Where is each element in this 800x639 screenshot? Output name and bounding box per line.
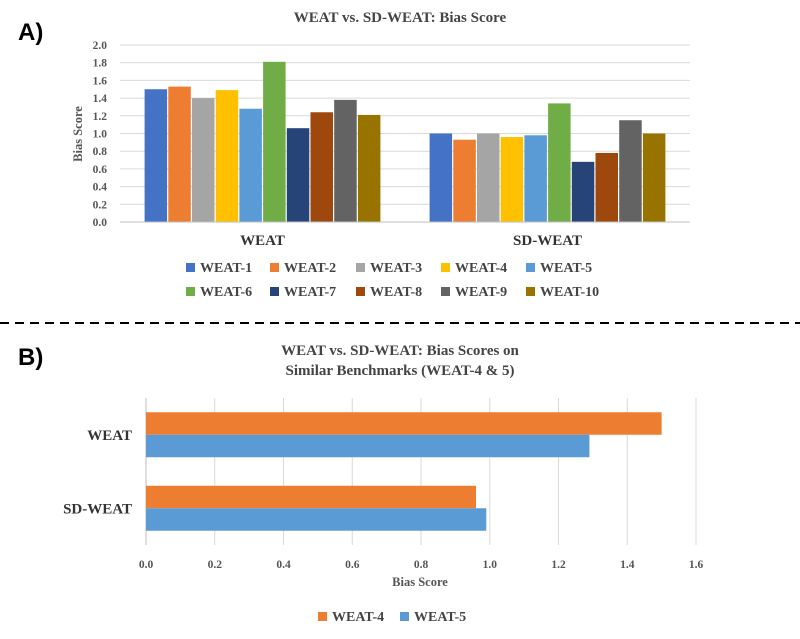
- chart-a-title: WEAT vs. SD-WEAT: Bias Score: [294, 10, 507, 26]
- bar-sd-weat-weat-1: [429, 133, 453, 222]
- chart-b-x-tick-label: 0.0: [139, 559, 154, 571]
- bar-sd-weat-weat-5: [524, 135, 547, 222]
- chart-a-y-tick-label: 1.2: [93, 111, 108, 123]
- legend-swatch-weat-6: [186, 287, 195, 296]
- legend-swatch-weat-2: [270, 263, 279, 272]
- chart-b-x-tick-label: 0.8: [414, 559, 429, 571]
- legend-label-weat-9: WEAT-9: [455, 285, 507, 300]
- panel-a-label: A): [18, 19, 43, 46]
- chart-a-y-tick-label: 0.4: [93, 182, 108, 194]
- chart-a-y-tick-label: 1.0: [93, 129, 108, 141]
- chart-b-category-label: WEAT: [87, 428, 132, 444]
- chart-b-x-ticks: 0.0 0.2 0.4 0.6 0.8 1.0 1.2 1.4 1.6: [139, 559, 704, 571]
- chart-a-y-tick-label: 0.0: [93, 217, 108, 229]
- chart-a-bars: [144, 61, 666, 222]
- chart-a-legend: WEAT-1 WEAT-2 WEAT-3 WEAT-4 WEAT-5 WEAT-6 WEAT…: [186, 261, 599, 300]
- chart-a-y-tick-label: 0.2: [93, 199, 108, 211]
- bar-sd-weat-weat-10: [642, 133, 666, 222]
- legend-label-weat-6: WEAT-6: [200, 285, 252, 300]
- bar-weat-weat-5: [239, 108, 262, 222]
- bar-sd-weat-weat-5: [146, 508, 487, 531]
- legend-label-weat-2: WEAT-2: [284, 261, 336, 276]
- chart-b-x-tick-label: 1.0: [483, 559, 498, 571]
- bar-weat-weat-6: [263, 61, 286, 222]
- chart-b-x-tick-label: 0.6: [345, 559, 360, 571]
- legend-label-b-weat-5: WEAT-5: [414, 610, 466, 625]
- bar-weat-weat-7: [286, 128, 310, 222]
- chart-a-y-tick-label: 0.6: [93, 164, 108, 176]
- chart-a-y-tick-label: 2.0: [93, 40, 108, 52]
- bar-sd-weat-weat-9: [619, 120, 642, 222]
- bar-sd-weat-weat-4: [500, 137, 524, 222]
- chart-b-categories: WEAT SD-WEAT: [63, 428, 132, 518]
- legend-label-weat-7: WEAT-7: [284, 285, 336, 300]
- chart-b-x-tick-label: 1.2: [551, 559, 566, 571]
- chart-a-category-label: WEAT: [240, 233, 285, 249]
- bar-weat-weat-1: [144, 89, 168, 222]
- chart-b-x-tick-label: 1.4: [620, 559, 635, 571]
- legend-label-weat-8: WEAT-8: [370, 285, 422, 300]
- chart-b-title: WEAT vs. SD-WEAT: Bias Scores on: [281, 343, 519, 359]
- bar-weat-weat-10: [357, 114, 381, 222]
- legend-label-b-weat-4: WEAT-4: [332, 610, 384, 625]
- bar-weat-weat-8: [310, 112, 333, 222]
- legend-label-weat-1: WEAT-1: [200, 261, 252, 276]
- legend-swatch-weat-9: [441, 287, 450, 296]
- legend-label-weat-5: WEAT-5: [540, 261, 592, 276]
- chart-b-legend: WEAT-4 WEAT-5: [318, 610, 466, 625]
- chart-a-gridlines: [120, 44, 690, 205]
- legend-swatch-weat-10: [526, 287, 535, 296]
- legend-swatch-weat-3: [356, 263, 365, 272]
- chart-a-y-tick-label: 1.8: [93, 58, 108, 70]
- bar-weat-weat-4: [215, 90, 239, 222]
- chart-b-category-label: SD-WEAT: [63, 501, 132, 517]
- bar-weat-weat-5: [146, 434, 590, 458]
- bar-sd-weat-weat-8: [595, 152, 618, 222]
- chart-a-categories: WEAT SD-WEAT: [240, 233, 582, 249]
- chart-b-x-axis-title: Bias Score: [392, 575, 448, 589]
- bar-weat-weat-3: [192, 98, 215, 222]
- bar-weat-weat-9: [334, 99, 357, 222]
- bar-sd-weat-weat-2: [453, 139, 476, 222]
- chart-a-y-ticks: 0.0 0.2 0.4 0.6 0.8 1.0 1.2 1.4 1.6 1.8 2.0: [93, 40, 108, 229]
- bar-weat-weat-2: [168, 86, 191, 222]
- chart-a-y-tick-label: 1.6: [93, 75, 108, 87]
- legend-swatch-b-weat-5: [400, 612, 409, 621]
- legend-swatch-weat-4: [441, 263, 450, 272]
- chart-a-y-tick-label: 1.4: [93, 93, 108, 105]
- legend-swatch-weat-7: [270, 287, 279, 296]
- legend-swatch-weat-8: [356, 287, 365, 296]
- chart-a-y-axis-title: Bias Score: [71, 106, 85, 162]
- legend-label-weat-10: WEAT-10: [540, 285, 599, 300]
- legend-label-weat-4: WEAT-4: [455, 261, 507, 276]
- bar-sd-weat-weat-6: [548, 103, 571, 222]
- chart-b-x-tick-label: 0.4: [276, 559, 291, 571]
- legend-swatch-weat-5: [526, 263, 535, 272]
- bar-sd-weat-weat-7: [571, 161, 595, 222]
- chart-b-x-tick-label: 1.6: [689, 559, 704, 571]
- panel-b-label: B): [18, 344, 43, 371]
- legend-swatch-b-weat-4: [318, 612, 327, 621]
- legend-swatch-weat-1: [186, 263, 195, 272]
- bar-sd-weat-weat-4: [146, 485, 476, 509]
- chart-a-category-label: SD-WEAT: [513, 233, 582, 249]
- bar-weat-weat-4: [146, 412, 662, 435]
- chart-b-x-tick-label: 0.2: [208, 559, 223, 571]
- chart-b-title-line2: Similar Benchmarks (WEAT-4 & 5): [286, 363, 515, 379]
- bar-sd-weat-weat-3: [477, 133, 500, 222]
- legend-label-weat-3: WEAT-3: [370, 261, 422, 276]
- chart-b-bars: [146, 412, 662, 531]
- chart-a-y-tick-label: 0.8: [93, 146, 108, 158]
